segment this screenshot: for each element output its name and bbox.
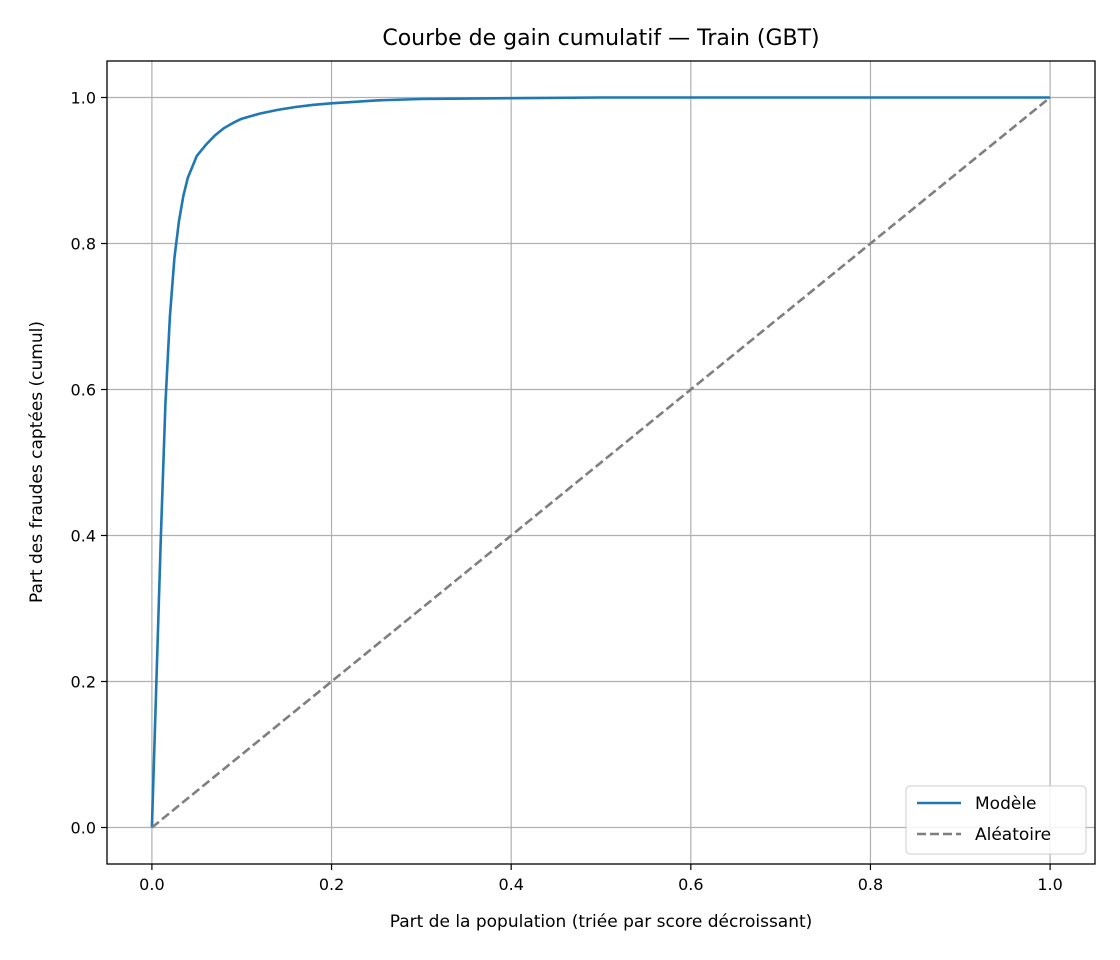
legend-label-random: Aléatoire xyxy=(975,825,1051,845)
y-tick-label: 1.0 xyxy=(71,89,96,108)
y-tick-label: 0.0 xyxy=(71,819,96,838)
grid xyxy=(107,61,1095,864)
plot-frame xyxy=(106,60,1096,865)
ticks: 0.0 0.2 0.4 0.6 0.8 1.0 0.0 0.2 0.4 0.6 0.8 1.0 xyxy=(71,89,1063,895)
y-tick-label: 0.8 xyxy=(71,235,96,254)
x-tick-label: 0.6 xyxy=(678,875,703,894)
x-tick-label: 0.8 xyxy=(858,875,883,894)
y-tick-label: 0.4 xyxy=(71,527,96,546)
series-line-model xyxy=(150,96,1051,828)
legend-label-model: Modèle xyxy=(975,794,1037,814)
x-axis-label: Part de la population (triée par score d… xyxy=(390,912,813,932)
x-tick-label: 0.2 xyxy=(319,875,344,894)
y-axis-label: Part des fraudes captées (cumul) xyxy=(27,321,47,603)
x-tick-label: 0.4 xyxy=(498,875,523,894)
series-layer xyxy=(150,96,1051,829)
y-tick-label: 0.6 xyxy=(71,381,96,400)
chart-title: Courbe de gain cumulatif — Train (GBT) xyxy=(382,26,819,51)
x-tick-label: 1.0 xyxy=(1037,875,1062,894)
legend: Modèle Aléatoire xyxy=(905,785,1087,855)
x-tick-label: 0.0 xyxy=(139,875,164,894)
series-line-random xyxy=(151,96,1051,829)
y-tick-label: 0.2 xyxy=(71,673,96,692)
